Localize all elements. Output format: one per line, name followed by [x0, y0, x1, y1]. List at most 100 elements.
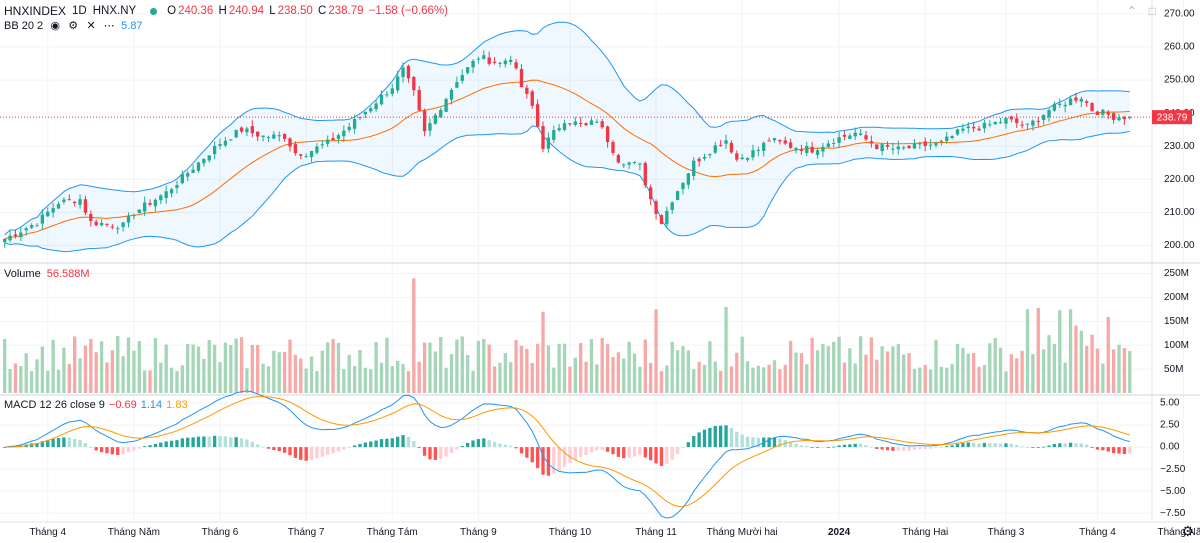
volume-bar [568, 366, 572, 393]
candle [245, 126, 249, 137]
maximize-icon[interactable]: □ [1148, 4, 1156, 18]
candle [142, 196, 147, 216]
candle [982, 119, 987, 133]
volume-bar [180, 365, 185, 393]
volume-bar [638, 366, 642, 393]
macd-hist-bar [745, 436, 750, 448]
volume-bar [299, 358, 303, 393]
candle [869, 135, 874, 148]
settings-icon[interactable]: ⚙ [68, 20, 79, 32]
volume-bar [595, 364, 599, 393]
volume-bar [783, 364, 787, 393]
macd-hist-bar [471, 440, 475, 448]
volume-bar [342, 369, 346, 393]
macd-hist-bar [756, 437, 761, 448]
volume-bar [1063, 362, 1067, 393]
macd-hist-bar [121, 447, 125, 455]
volume-bar [853, 363, 857, 393]
candle [449, 88, 454, 105]
macd-histogram [3, 425, 1132, 476]
candle [229, 139, 233, 141]
volume-bar [13, 363, 18, 393]
candle [541, 121, 545, 153]
macd-hist-bar [137, 447, 141, 449]
candle [638, 162, 642, 171]
candle-body [29, 225, 34, 228]
volume-bar [799, 353, 804, 393]
volume-bar [1117, 344, 1121, 393]
volume-bar [218, 362, 222, 393]
macd-hist-bar [675, 447, 680, 454]
volume-bar [331, 339, 335, 393]
interval[interactable]: 1D [72, 5, 87, 17]
macd-hist-bar [126, 447, 131, 453]
candle-body [562, 123, 567, 130]
candle-body [315, 146, 319, 153]
volume-bar [148, 370, 152, 393]
low-value: 238.50 [277, 5, 313, 17]
macd-hist-bar [35, 443, 39, 448]
candle-body [928, 144, 933, 146]
symbol-name[interactable]: HNXINDEX [4, 4, 67, 18]
macd-hist-bar [245, 439, 249, 448]
candle-body [977, 128, 981, 131]
close-icon[interactable]: ✕ [86, 20, 96, 32]
macd-hist-bar [331, 447, 335, 454]
volume-bar [627, 341, 631, 393]
settings-gear-icon[interactable]: ⚙ [1181, 523, 1194, 539]
candle-body [412, 77, 416, 91]
volume-bar [842, 362, 847, 393]
volume-bar [950, 364, 954, 393]
volume-bar [702, 365, 707, 393]
macd-label[interactable]: MACD 12 26 close 9 [4, 399, 105, 411]
more-icon[interactable]: ⋯ [103, 20, 115, 32]
macd-hist-bar [1090, 447, 1094, 448]
candle [1041, 114, 1046, 125]
candle [692, 157, 696, 181]
candle-body [374, 103, 378, 110]
candle-body [525, 87, 529, 94]
volume-bar [998, 347, 1003, 393]
candle [681, 181, 685, 195]
macd-hist-bar [1063, 443, 1067, 448]
volume-bar [245, 368, 249, 393]
candle [939, 139, 944, 146]
candle [482, 50, 486, 60]
macd-hist-bar [83, 443, 88, 448]
volume-bar [1031, 354, 1035, 393]
candle-body [78, 199, 82, 205]
candle [196, 161, 201, 173]
macd-hist-bar [223, 436, 228, 448]
macd-hist-bar [573, 447, 577, 460]
volume-bar [417, 361, 421, 393]
volume-bar [401, 364, 405, 393]
macd-hist-bar [589, 447, 594, 453]
macd-hist-bar [148, 445, 152, 448]
candle-body [632, 162, 637, 164]
candle [455, 76, 459, 88]
macd-hist-bar [229, 437, 233, 448]
open-value: 240.36 [178, 5, 214, 17]
candle [826, 140, 830, 148]
volume-label[interactable]: Volume [4, 268, 41, 280]
macd-hist-bar [363, 442, 368, 448]
price-axis[interactable]: 270.00260.00250.00240.00230.00220.00210.… [1160, 9, 1195, 519]
candle-body [858, 133, 863, 135]
macd-hist-bar [751, 437, 755, 448]
chevron-up-icon[interactable]: ⌃ [1126, 4, 1137, 18]
volume-bar [729, 366, 734, 393]
time-axis[interactable]: Tháng 4 Tháng Năm Tháng 6 Tháng 7 Tháng Tám T… [29, 527, 1200, 538]
candle-body [912, 143, 917, 149]
volume-bar [234, 338, 238, 393]
eye-icon[interactable]: ◉ [50, 20, 60, 32]
volume-bar [772, 360, 777, 393]
candle-body [805, 145, 809, 153]
volume-bar [83, 345, 88, 393]
candle-body [810, 146, 814, 153]
macd-hist-bar [896, 447, 900, 451]
volume-bar [708, 341, 712, 393]
volume-bar [412, 278, 416, 393]
volume-bar [611, 357, 615, 393]
bb-label[interactable]: BB 20 2 [4, 20, 44, 32]
